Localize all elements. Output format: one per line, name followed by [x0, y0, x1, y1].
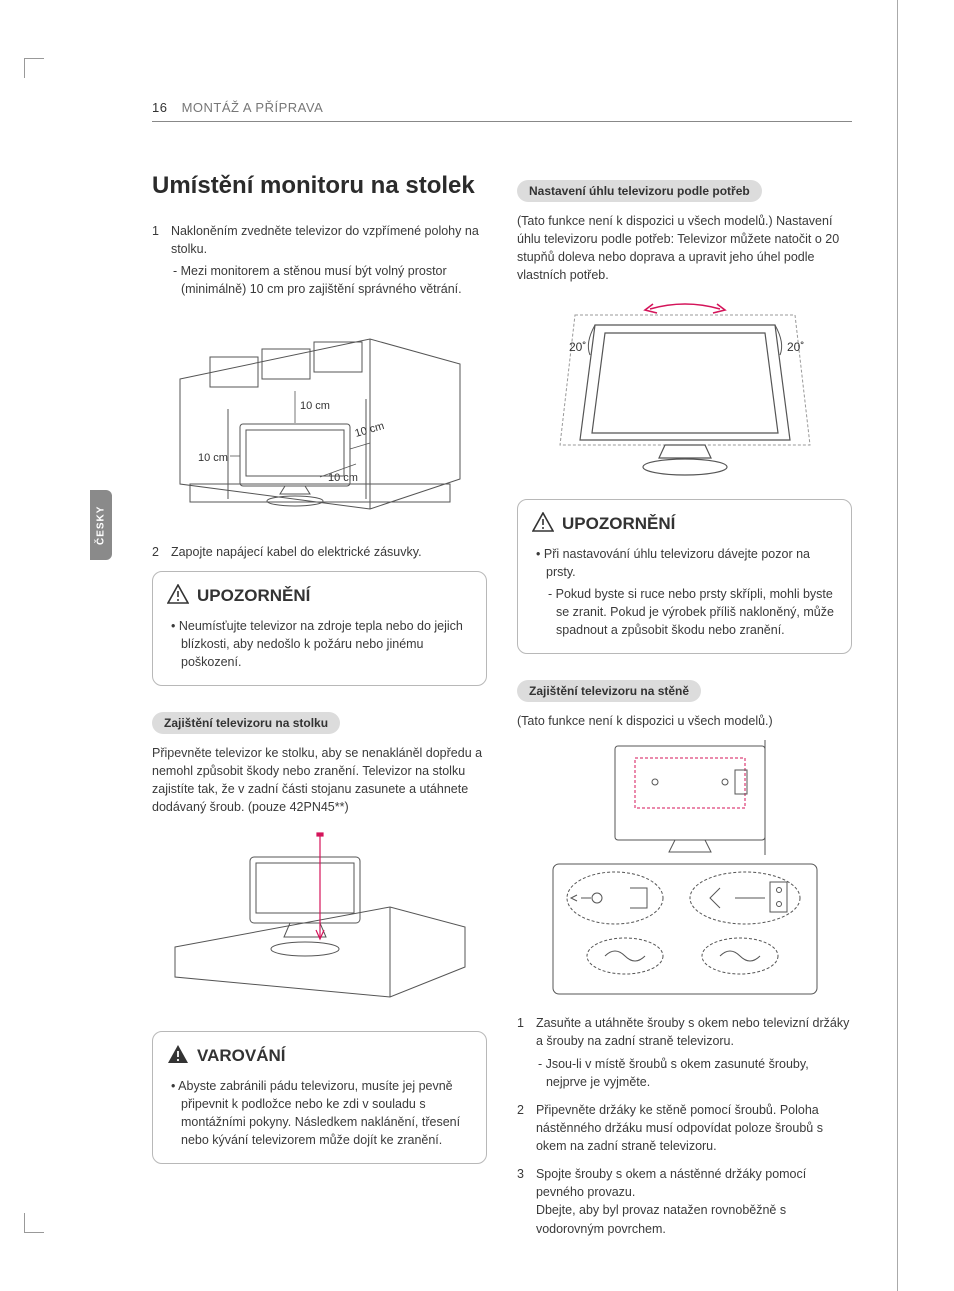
svg-text:10 cm: 10 cm [198, 452, 228, 464]
wall-step-1: 1 Zasuňte a utáhněte šrouby s okem nebo … [517, 1014, 852, 1091]
page-number: 16 [152, 100, 167, 115]
step-2: 2 Zapojte napájecí kabel do elektrické z… [152, 543, 487, 561]
step-1: 1 Nakloněním zvedněte televizor do vzpří… [152, 222, 487, 299]
section-title: MONTÁŽ A PŘÍPRAVA [182, 100, 324, 115]
subsection-pill: Zajištění televizoru na stěně [517, 680, 701, 702]
running-header: 16 MONTÁŽ A PŘÍPRAVA [152, 100, 852, 122]
caution-box-1: UPOZORNĚNÍ Neumísťujte televizor na zdro… [152, 571, 487, 686]
angle-text: (Tato funkce není k dispozici u všech mo… [517, 212, 852, 285]
wall-step-3: 3 Spojte šrouby s okem a nástěnné držáky… [517, 1165, 852, 1238]
crop-mark [24, 58, 44, 78]
warning-box: VAROVÁNÍ Abyste zabránili pádu televizor… [152, 1031, 487, 1165]
caution-icon [167, 584, 189, 609]
left-column: Umístění monitoru na stolek 1 Nakloněním… [152, 172, 487, 1248]
right-column: Nastavení úhlu televizoru podle potřeb (… [517, 172, 852, 1248]
page-title: Umístění monitoru na stolek [152, 172, 487, 200]
table-secure-text: Připevněte televizor ke stolku, aby se n… [152, 744, 487, 817]
subsection-pill: Zajištění televizoru na stolku [152, 712, 340, 734]
swivel-diagram: 20˚ 20˚ [517, 295, 852, 485]
caution-box-2: UPOZORNĚNÍ Při nastavování úhlu televizo… [517, 499, 852, 655]
wall-step-2: 2 Připevněte držáky ke stěně pomocí šrou… [517, 1101, 852, 1155]
page-content: 16 MONTÁŽ A PŘÍPRAVA Umístění monitoru n… [152, 100, 852, 1248]
spacing-diagram: 10 cm 10 cm 10 cm 10 cm [152, 309, 487, 529]
caution-icon [532, 512, 554, 537]
wall-note: (Tato funkce není k dispozici u všech mo… [517, 712, 852, 730]
crop-mark [897, 0, 898, 1291]
svg-text:20˚: 20˚ [569, 340, 586, 354]
svg-text:20˚: 20˚ [787, 340, 804, 354]
crop-mark [24, 1213, 44, 1233]
warning-icon [167, 1044, 189, 1069]
svg-text:10 cm: 10 cm [300, 400, 330, 412]
table-screw-diagram [152, 827, 487, 1017]
subsection-pill: Nastavení úhlu televizoru podle potřeb [517, 180, 762, 202]
svg-text:10 cm: 10 cm [328, 472, 358, 484]
wall-secure-diagram [517, 740, 852, 1000]
language-tab: ČESKY [90, 490, 112, 560]
